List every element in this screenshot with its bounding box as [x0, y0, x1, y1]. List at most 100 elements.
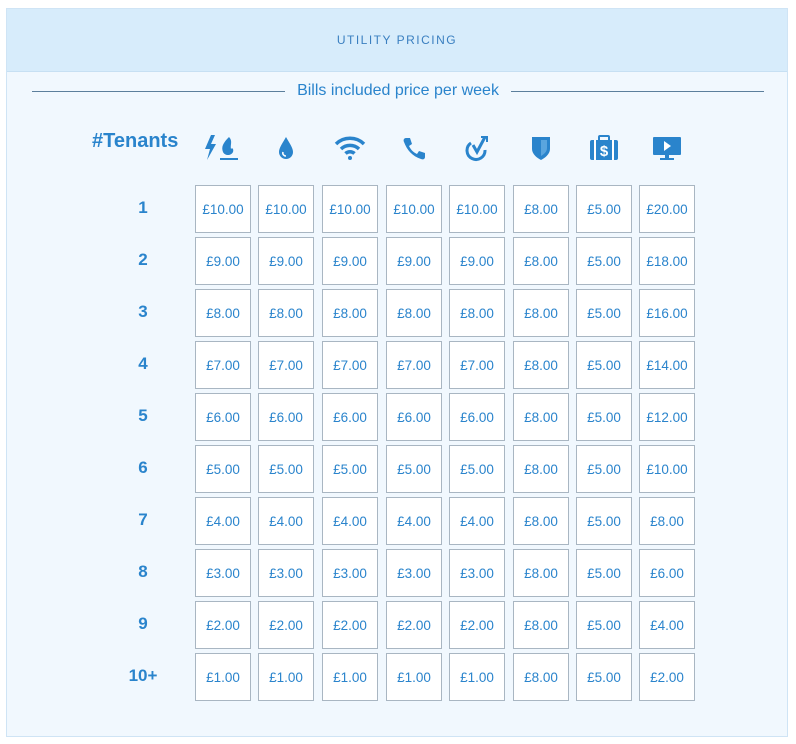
svg-text:$: $ — [600, 143, 609, 160]
price-cell[interactable]: £7.00 — [322, 341, 378, 389]
price-cell[interactable]: £1.00 — [386, 653, 442, 701]
price-cell[interactable]: £3.00 — [322, 549, 378, 597]
price-cell[interactable]: £8.00 — [195, 289, 251, 337]
price-cell[interactable]: £10.00 — [195, 185, 251, 233]
price-cell[interactable]: £8.00 — [513, 549, 569, 597]
price-cell[interactable]: £16.00 — [639, 289, 695, 337]
price-cell[interactable]: £8.00 — [513, 289, 569, 337]
price-cell[interactable]: £8.00 — [513, 497, 569, 545]
price-cell[interactable]: £8.00 — [258, 289, 314, 337]
price-cell[interactable]: £5.00 — [576, 185, 632, 233]
price-cell[interactable]: £5.00 — [576, 653, 632, 701]
price-cell[interactable]: £1.00 — [258, 653, 314, 701]
price-cell[interactable]: £5.00 — [576, 601, 632, 649]
price-cell[interactable]: £10.00 — [386, 185, 442, 233]
price-cell[interactable]: £3.00 — [386, 549, 442, 597]
price-cell[interactable]: £1.00 — [449, 653, 505, 701]
price-cell[interactable]: £4.00 — [639, 601, 695, 649]
tenants-count: 3 — [138, 302, 148, 321]
electricity-gas-icon — [195, 133, 251, 163]
price-cell[interactable]: £4.00 — [258, 497, 314, 545]
price-cell[interactable]: £8.00 — [513, 445, 569, 493]
price-cell[interactable]: £3.00 — [195, 549, 251, 597]
price-cell[interactable]: £10.00 — [449, 185, 505, 233]
price-cell[interactable]: £2.00 — [639, 653, 695, 701]
price-cell[interactable]: £5.00 — [576, 341, 632, 389]
price-cell[interactable]: £8.00 — [386, 289, 442, 337]
tenants-count: 9 — [138, 614, 148, 633]
price-cell[interactable]: £8.00 — [513, 601, 569, 649]
tenants-count: 8 — [138, 562, 148, 581]
price-cell[interactable]: £7.00 — [449, 341, 505, 389]
price-cell[interactable]: £4.00 — [322, 497, 378, 545]
price-cell[interactable]: £10.00 — [258, 185, 314, 233]
price-cell[interactable]: £3.00 — [449, 549, 505, 597]
price-cell[interactable]: £5.00 — [576, 445, 632, 493]
price-cell[interactable]: £9.00 — [258, 237, 314, 285]
tenants-count: 6 — [138, 458, 148, 477]
price-cell[interactable]: £2.00 — [386, 601, 442, 649]
tv-licence-icon — [449, 133, 505, 163]
tenants-count: 10+ — [128, 666, 158, 685]
tenants-header: #Tenants — [92, 130, 179, 152]
price-cell[interactable]: £3.00 — [258, 549, 314, 597]
price-cell[interactable]: £5.00 — [322, 445, 378, 493]
phone-icon — [386, 133, 442, 163]
price-cell[interactable]: £20.00 — [639, 185, 695, 233]
tenants-count: 4 — [138, 354, 148, 373]
price-cell[interactable]: £10.00 — [322, 185, 378, 233]
price-cell[interactable]: £5.00 — [386, 445, 442, 493]
price-cell[interactable]: £4.00 — [195, 497, 251, 545]
price-cell[interactable]: £5.00 — [258, 445, 314, 493]
cleaning-case-icon: $ — [576, 133, 632, 163]
panel-header: UTILITY PRICING — [7, 9, 787, 72]
price-cell[interactable]: £9.00 — [322, 237, 378, 285]
price-cell[interactable]: £4.00 — [449, 497, 505, 545]
price-cell[interactable]: £8.00 — [513, 341, 569, 389]
price-cell[interactable]: £14.00 — [639, 341, 695, 389]
price-cell[interactable]: £6.00 — [195, 393, 251, 441]
price-cell[interactable]: £5.00 — [576, 237, 632, 285]
price-cell[interactable]: £9.00 — [449, 237, 505, 285]
price-cell[interactable]: £2.00 — [258, 601, 314, 649]
price-cell[interactable]: £6.00 — [386, 393, 442, 441]
price-cell[interactable]: £7.00 — [386, 341, 442, 389]
price-cell[interactable]: £5.00 — [576, 549, 632, 597]
price-cell[interactable]: £6.00 — [449, 393, 505, 441]
price-cell[interactable]: £2.00 — [322, 601, 378, 649]
price-cell[interactable]: £6.00 — [258, 393, 314, 441]
tenants-count: 5 — [138, 406, 148, 425]
price-cell[interactable]: £10.00 — [639, 445, 695, 493]
price-cell[interactable]: £7.00 — [258, 341, 314, 389]
price-cell[interactable]: £8.00 — [449, 289, 505, 337]
price-cell[interactable]: £6.00 — [639, 549, 695, 597]
price-cell[interactable]: £8.00 — [513, 653, 569, 701]
panel-title: UTILITY PRICING — [336, 33, 458, 47]
price-cell[interactable]: £1.00 — [322, 653, 378, 701]
price-cell[interactable]: £5.00 — [195, 445, 251, 493]
price-cell[interactable]: £8.00 — [513, 185, 569, 233]
price-cell[interactable]: £8.00 — [322, 289, 378, 337]
price-cell[interactable]: £6.00 — [322, 393, 378, 441]
price-cell[interactable]: £5.00 — [449, 445, 505, 493]
price-cell[interactable]: £8.00 — [513, 237, 569, 285]
water-icon — [258, 133, 314, 163]
price-cell[interactable]: £2.00 — [449, 601, 505, 649]
insurance-shield-icon — [513, 133, 569, 163]
price-cell[interactable]: £12.00 — [639, 393, 695, 441]
tenants-count: 7 — [138, 510, 148, 529]
price-cell[interactable]: £1.00 — [195, 653, 251, 701]
price-cell[interactable]: £8.00 — [513, 393, 569, 441]
price-cell[interactable]: £2.00 — [195, 601, 251, 649]
price-cell[interactable]: £4.00 — [386, 497, 442, 545]
price-cell[interactable]: £5.00 — [576, 497, 632, 545]
price-cell[interactable]: £7.00 — [195, 341, 251, 389]
price-cell[interactable]: £8.00 — [639, 497, 695, 545]
price-cell[interactable]: £5.00 — [576, 393, 632, 441]
price-cell[interactable]: £9.00 — [386, 237, 442, 285]
price-cell[interactable]: £18.00 — [639, 237, 695, 285]
price-cell[interactable]: £9.00 — [195, 237, 251, 285]
wifi-icon — [322, 133, 378, 163]
subtitle: Bills included price per week — [297, 82, 499, 99]
price-cell[interactable]: £5.00 — [576, 289, 632, 337]
